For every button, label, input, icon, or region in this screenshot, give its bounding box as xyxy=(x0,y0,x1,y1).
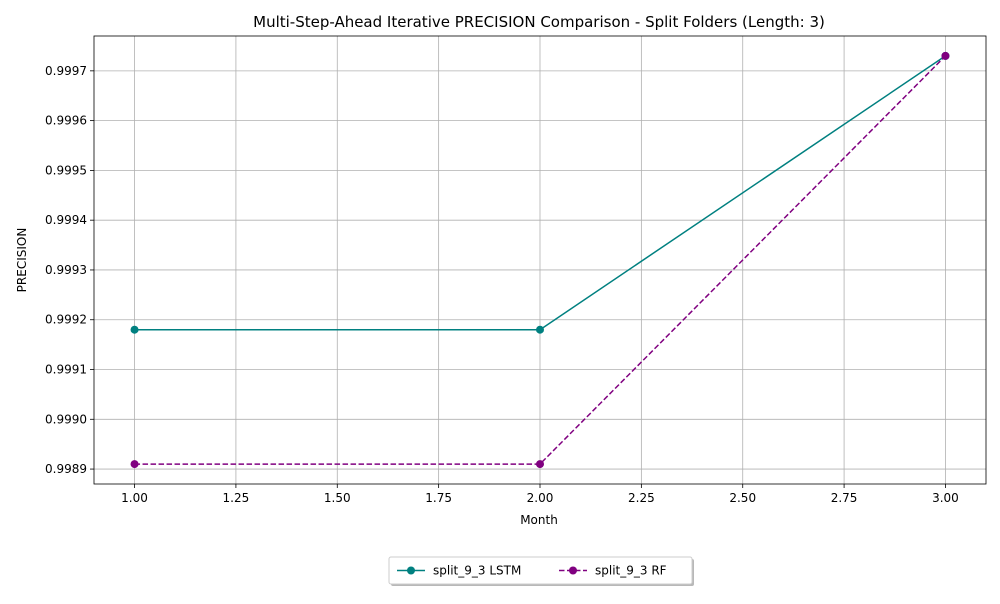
grid xyxy=(94,36,986,484)
x-tick-label: 2.50 xyxy=(729,491,756,505)
y-tick-label: 0.9992 xyxy=(45,313,87,327)
data-point xyxy=(941,51,950,60)
x-tick-label: 2.00 xyxy=(527,491,554,505)
y-tick-label: 0.9997 xyxy=(45,64,87,78)
legend-marker-0 xyxy=(407,566,415,575)
y-tick-label: 0.9994 xyxy=(45,213,87,227)
y-tick-label: 0.9993 xyxy=(45,263,87,277)
y-tick-label: 0.9990 xyxy=(45,412,87,426)
data-point xyxy=(536,460,544,469)
x-tick-label: 2.25 xyxy=(628,491,655,505)
data-point xyxy=(536,325,544,334)
y-axis-label: PRECISION xyxy=(15,228,29,293)
y-tick-label: 0.9996 xyxy=(45,114,87,128)
plot-frame xyxy=(93,35,987,485)
data-point xyxy=(130,460,139,469)
legend: split_9_3 LSTM split_9_3 RF xyxy=(388,556,694,586)
legend-label-1: split_9_3 RF xyxy=(595,564,667,578)
y-tick-label: 0.9991 xyxy=(45,363,87,377)
axes: 1.00 1.25 1.50 1.75 2.00 2.25 2.50 2.75 3.00 0.99… xyxy=(45,35,987,505)
x-tick-label: 2.75 xyxy=(831,491,858,505)
legend-box xyxy=(388,556,693,585)
data-point xyxy=(130,325,139,334)
x-tick-label: 3.00 xyxy=(932,491,959,505)
chart-title: Multi-Step-Ahead Iterative PRECISION Com… xyxy=(253,13,825,31)
y-tick-label: 0.9989 xyxy=(45,462,87,476)
x-tick-label: 1.00 xyxy=(121,491,148,505)
x-tick-label: 1.75 xyxy=(425,491,452,505)
legend-marker-1 xyxy=(569,566,577,575)
series-layer xyxy=(130,51,950,469)
x-tick-label: 1.50 xyxy=(324,491,351,505)
y-tick-label: 0.9995 xyxy=(45,163,87,177)
legend-label-0: split_9_3 LSTM xyxy=(433,564,521,578)
x-tick-label: 1.25 xyxy=(223,491,250,505)
x-axis-label: Month xyxy=(520,513,558,527)
